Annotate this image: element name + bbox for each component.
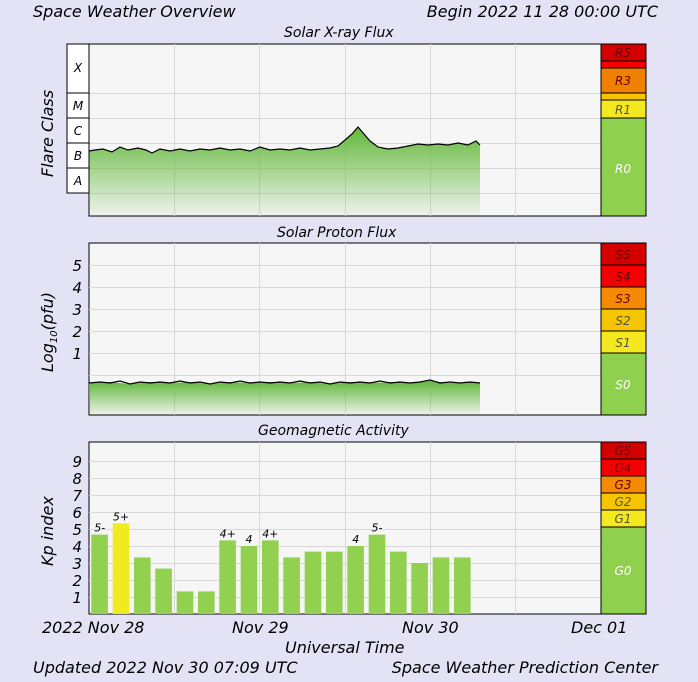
scale-r3: R3 bbox=[615, 74, 631, 88]
proton-panel: 5 4 3 2 1 S5 S4 S3 S2 S1 S0 bbox=[72, 242, 647, 416]
scale-g2: G2 bbox=[615, 495, 632, 509]
proton-ytick-4: 4 bbox=[72, 279, 82, 297]
kp-bar-label: 4+ bbox=[262, 527, 278, 540]
scale-g0: G0 bbox=[615, 564, 632, 578]
kp-bar-labels: 5- 5+ 4+ 4 4+ 4 5- bbox=[94, 510, 382, 546]
begin-timestamp: Begin 2022 11 28 00:00 UTC bbox=[426, 2, 658, 21]
kp-ytick-8: 8 bbox=[72, 470, 82, 488]
kp-bars bbox=[91, 523, 471, 614]
xtick-nov28: 2022 Nov 28 bbox=[42, 618, 145, 637]
scale-g5: G5 bbox=[615, 444, 632, 458]
kp-ytick-5: 5 bbox=[72, 521, 82, 539]
kp-bar bbox=[304, 551, 322, 614]
kp-bar bbox=[454, 557, 471, 614]
proton-flux-line bbox=[88, 379, 481, 385]
scale-s0: S0 bbox=[615, 378, 631, 392]
kp-bar bbox=[262, 540, 279, 614]
updated-timestamp: Updated 2022 Nov 30 07:09 UTC bbox=[33, 658, 298, 677]
kp-bar bbox=[283, 557, 300, 614]
kp-bar-label: 5- bbox=[94, 522, 105, 535]
kp-bar bbox=[176, 591, 194, 614]
kp-bar bbox=[112, 523, 130, 614]
xray-class-c: C bbox=[74, 124, 83, 138]
xray-r-scale bbox=[600, 43, 647, 217]
kp-bar bbox=[91, 534, 108, 614]
proton-chart-title: Solar Proton Flux bbox=[277, 225, 397, 241]
kp-bar-label: 4 bbox=[352, 533, 359, 546]
kp-bar bbox=[390, 551, 407, 614]
xtick-nov29: Nov 29 bbox=[232, 618, 289, 637]
xray-class-m: M bbox=[73, 99, 84, 113]
xray-panel: X M C B A R5 R3 R1 R0 bbox=[66, 43, 647, 217]
proton-ytick-5: 5 bbox=[72, 257, 82, 275]
scale-r0: R0 bbox=[615, 162, 631, 176]
kp-chart-title: Geomagnetic Activity bbox=[258, 423, 409, 439]
kp-bar bbox=[240, 546, 258, 614]
kp-bar-label: 5- bbox=[372, 522, 383, 535]
page-title: Space Weather Overview bbox=[33, 2, 236, 21]
scale-r5: R5 bbox=[615, 46, 631, 60]
scale-g1: G1 bbox=[615, 512, 632, 526]
proton-ytick-2: 2 bbox=[72, 323, 82, 341]
xtick-nov30: Nov 30 bbox=[402, 618, 459, 637]
kp-bar-label: 5+ bbox=[113, 510, 129, 523]
kp-g-scale bbox=[600, 441, 647, 615]
proton-flux-area bbox=[89, 381, 480, 415]
xray-class-b: B bbox=[74, 149, 82, 163]
kp-ytick-4: 4 bbox=[72, 538, 82, 556]
kp-bar bbox=[347, 546, 364, 614]
kp-bar bbox=[134, 557, 151, 614]
kp-bar bbox=[326, 551, 343, 614]
kp-bar-label: 4+ bbox=[220, 527, 236, 540]
kp-ytick-1: 1 bbox=[72, 589, 82, 607]
credit-text: Space Weather Prediction Center bbox=[391, 658, 658, 677]
kp-bar bbox=[219, 540, 236, 614]
kp-bar bbox=[368, 534, 386, 614]
kp-bar bbox=[411, 563, 428, 614]
kp-bar bbox=[155, 568, 172, 614]
scale-g4: G4 bbox=[615, 461, 632, 475]
kp-bar bbox=[432, 557, 450, 614]
scale-s1: S1 bbox=[615, 336, 630, 350]
xray-class-axis bbox=[66, 43, 90, 194]
kp-panel: 5-5+4+ 4 4+ 45- 9 8 7 6 5 4 3 2 1 G5 G4 G3 … bbox=[72, 441, 647, 615]
xlabel-universal-time: Universal Time bbox=[285, 638, 405, 657]
kp-ytick-7: 7 bbox=[72, 487, 82, 505]
proton-ytick-3: 3 bbox=[72, 301, 82, 319]
kp-bar-label: 4 bbox=[246, 533, 253, 546]
proton-s-scale bbox=[600, 242, 647, 416]
scale-s3: S3 bbox=[615, 292, 630, 306]
proton-ytick-1: 1 bbox=[72, 345, 82, 363]
xray-chart-title: Solar X-ray Flux bbox=[284, 25, 394, 41]
kp-ytick-3: 3 bbox=[72, 555, 82, 573]
kp-ytick-6: 6 bbox=[72, 504, 82, 522]
xray-flux-line bbox=[88, 126, 481, 154]
xray-flux-area bbox=[89, 127, 480, 216]
kp-ytick-9: 9 bbox=[72, 453, 82, 471]
scale-g3: G3 bbox=[615, 478, 632, 492]
xray-class-x: X bbox=[73, 61, 83, 75]
xray-class-a: A bbox=[73, 174, 82, 188]
scale-r1: R1 bbox=[615, 103, 631, 117]
scale-s5: S5 bbox=[615, 248, 630, 262]
kp-ytick-2: 2 bbox=[72, 572, 82, 590]
scale-s4: S4 bbox=[615, 270, 630, 284]
kp-bar bbox=[198, 591, 215, 614]
xtick-dec01: Dec 01 bbox=[571, 618, 628, 637]
scale-s2: S2 bbox=[615, 314, 630, 328]
